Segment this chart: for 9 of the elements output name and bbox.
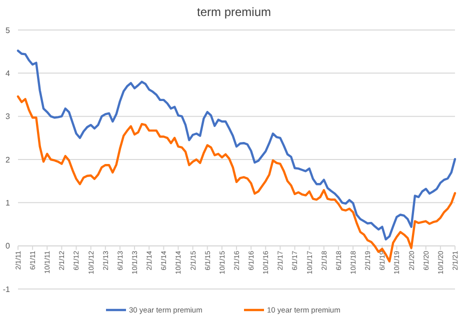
y-tick-label: 1 (6, 198, 11, 208)
chart-title: term premium (196, 5, 272, 19)
y-tick-label: 3 (6, 112, 11, 122)
line-series (16, 50, 456, 240)
y-tick-label: 4 (6, 68, 11, 78)
y-tick-label: 5 (6, 26, 11, 35)
y-tick-label: 0 (6, 242, 11, 251)
y-tick-label: -1 (2, 284, 11, 294)
y-tick-label: 2 (6, 155, 11, 164)
